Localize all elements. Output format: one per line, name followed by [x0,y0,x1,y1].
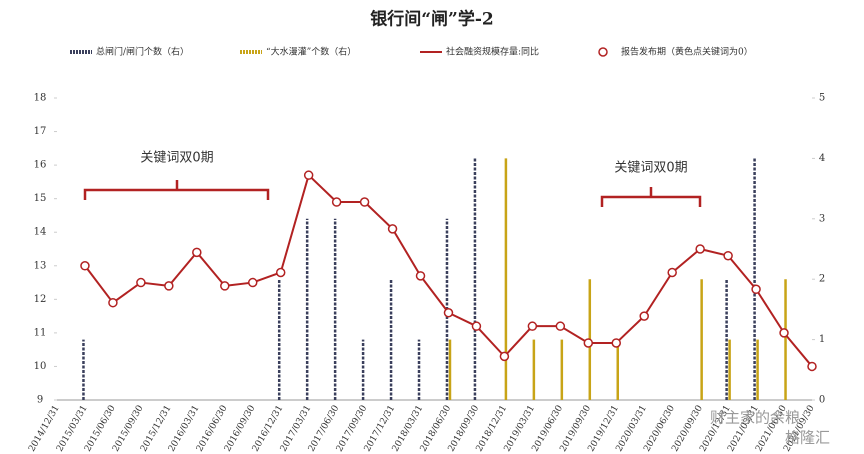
marker [415,271,426,281]
y-tick-label: 10 [34,361,47,372]
y2-tick-label: 5 [819,93,825,104]
marker [555,321,566,331]
y2-tick-label: 0 [819,395,825,406]
y2-tick-label: 3 [819,213,825,224]
marker [192,247,202,258]
marker [331,197,342,207]
marker [303,170,314,180]
marker [80,261,90,271]
y-tick-label: 14 [34,227,47,238]
marker [136,277,146,288]
marker [220,281,230,291]
y-tick-label: 17 [34,126,47,137]
annotation: 关键词双0期 [140,151,213,166]
marker [471,321,482,331]
marker [779,328,789,338]
marker [751,284,761,295]
legend-label: 社会融资规模存量:同比 [446,46,539,58]
marker [499,351,510,362]
y-tick-label: 9 [37,395,43,406]
y2-tick-label: 2 [819,274,825,285]
legend-label: 总闸门/闸门个数（右） [96,46,189,58]
marker [527,321,538,331]
y-tick-label: 15 [34,193,47,204]
marker [387,224,398,234]
y2-tick-label: 4 [819,153,825,164]
line [84,174,813,368]
marker [359,197,370,207]
bracket [83,180,270,200]
marker [667,267,677,278]
y-tick-label: 11 [34,327,47,338]
annotation: 关键词双0期 [614,161,687,176]
marker [164,281,174,291]
chart-title: 银行间“闸”学-2 [370,9,493,30]
watermark: 格隆汇 [785,429,830,447]
marker [583,338,594,348]
marker [275,267,286,278]
y-tick-label: 13 [34,260,47,271]
marker [639,311,649,321]
bracket [600,187,702,207]
legend-label: 报告发布期（黄色点关键词为0） [621,46,753,58]
marker [443,308,454,318]
marker [723,250,733,261]
y-tick-label: 12 [34,294,47,305]
marker [695,244,705,254]
watermark: 财主家的余粮 [710,409,800,427]
y2-tick-label: 1 [819,334,825,345]
marker [611,338,622,348]
y-tick-label: 16 [34,160,47,171]
legend-label: “大水漫灌”个数（右） [266,46,356,58]
marker [108,297,118,308]
y-tick-label: 18 [34,93,47,104]
marker [807,361,817,372]
marker [247,277,258,288]
legend-swatch [598,47,608,57]
